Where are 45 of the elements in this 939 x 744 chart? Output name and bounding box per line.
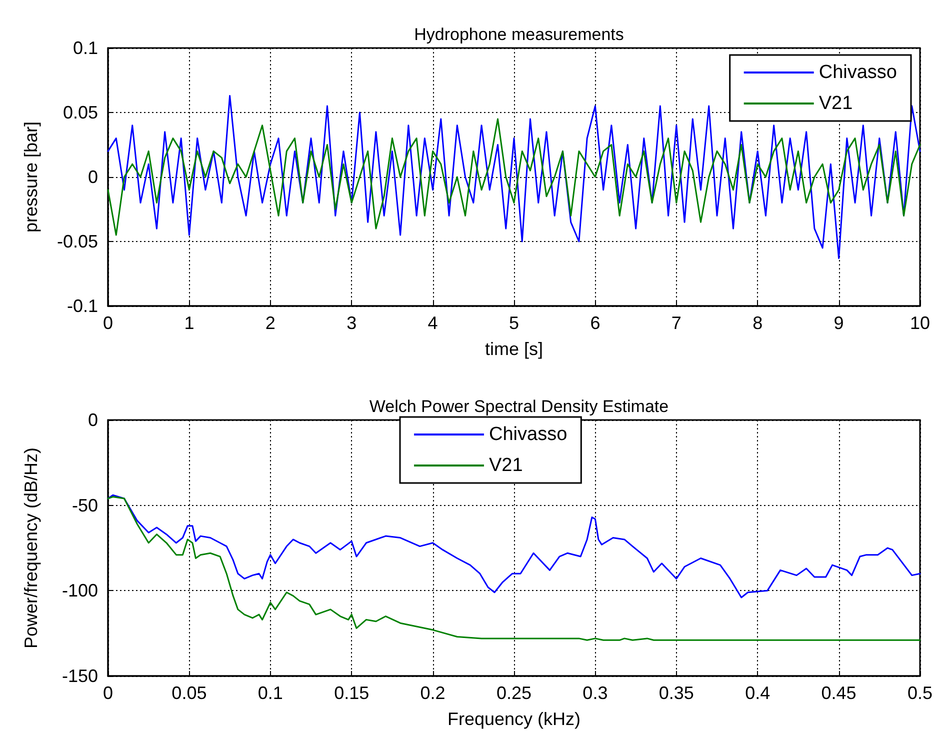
x-tick-label: 0 [102,683,114,703]
chart-title: Welch Power Spectral Density Estimate [369,397,669,416]
y-tick-label: 0 [88,167,98,187]
legend-label: Chivasso [489,424,568,445]
y-tick-label: -0.1 [66,296,98,316]
legend-label: Chivasso [818,62,898,83]
x-tick-label: 2 [265,313,276,333]
y-tick-label: 0 [88,410,98,430]
x-tick-label: 6 [590,313,600,333]
x-tick-label: 8 [752,313,763,333]
x-axis-title: Frequency (kHz) [447,709,581,729]
x-axis-title: time [s] [484,339,544,359]
x-tick-label: 0.25 [496,683,532,703]
y-tick-label: -100 [62,580,98,601]
x-tick-label: 1 [184,313,194,333]
x-tick-label: 3 [346,313,357,333]
x-tick-label: 0.45 [821,683,856,703]
x-tick-label: 7 [671,313,682,333]
x-tick-label: 0.2 [420,683,446,703]
y-tick-label: -50 [72,495,98,516]
line-series [107,494,921,598]
x-tick-label: 4 [428,313,438,333]
x-tick-label: 0.5 [907,683,933,703]
legend-label: V21 [818,93,853,114]
y-tick-label: 0.05 [62,102,98,122]
y-tick-label: 0.1 [72,38,98,58]
x-tick-label: 0.15 [334,683,370,703]
legend-label: V21 [489,455,523,476]
x-tick-label: 0 [102,313,114,333]
line-series [107,94,921,260]
x-tick-label: 0.4 [745,683,770,703]
y-axis-title: pressure [bar] [21,121,41,233]
x-tick-label: 0.05 [172,683,207,703]
y-tick-label: -0.05 [56,232,98,252]
x-tick-label: 5 [508,313,520,333]
x-tick-label: 0.35 [658,683,694,703]
line-series [107,496,921,641]
x-tick-label: 10 [910,313,930,333]
x-tick-label: 9 [834,313,844,333]
chart-title: Hydrophone measurements [414,25,624,44]
y-axis-title: Power/frequency (dB/Hz) [21,447,41,649]
line-series [107,118,921,236]
y-tick-label: -150 [62,666,98,686]
x-tick-label: 0.1 [258,683,283,703]
x-tick-label: 0.3 [582,683,608,703]
